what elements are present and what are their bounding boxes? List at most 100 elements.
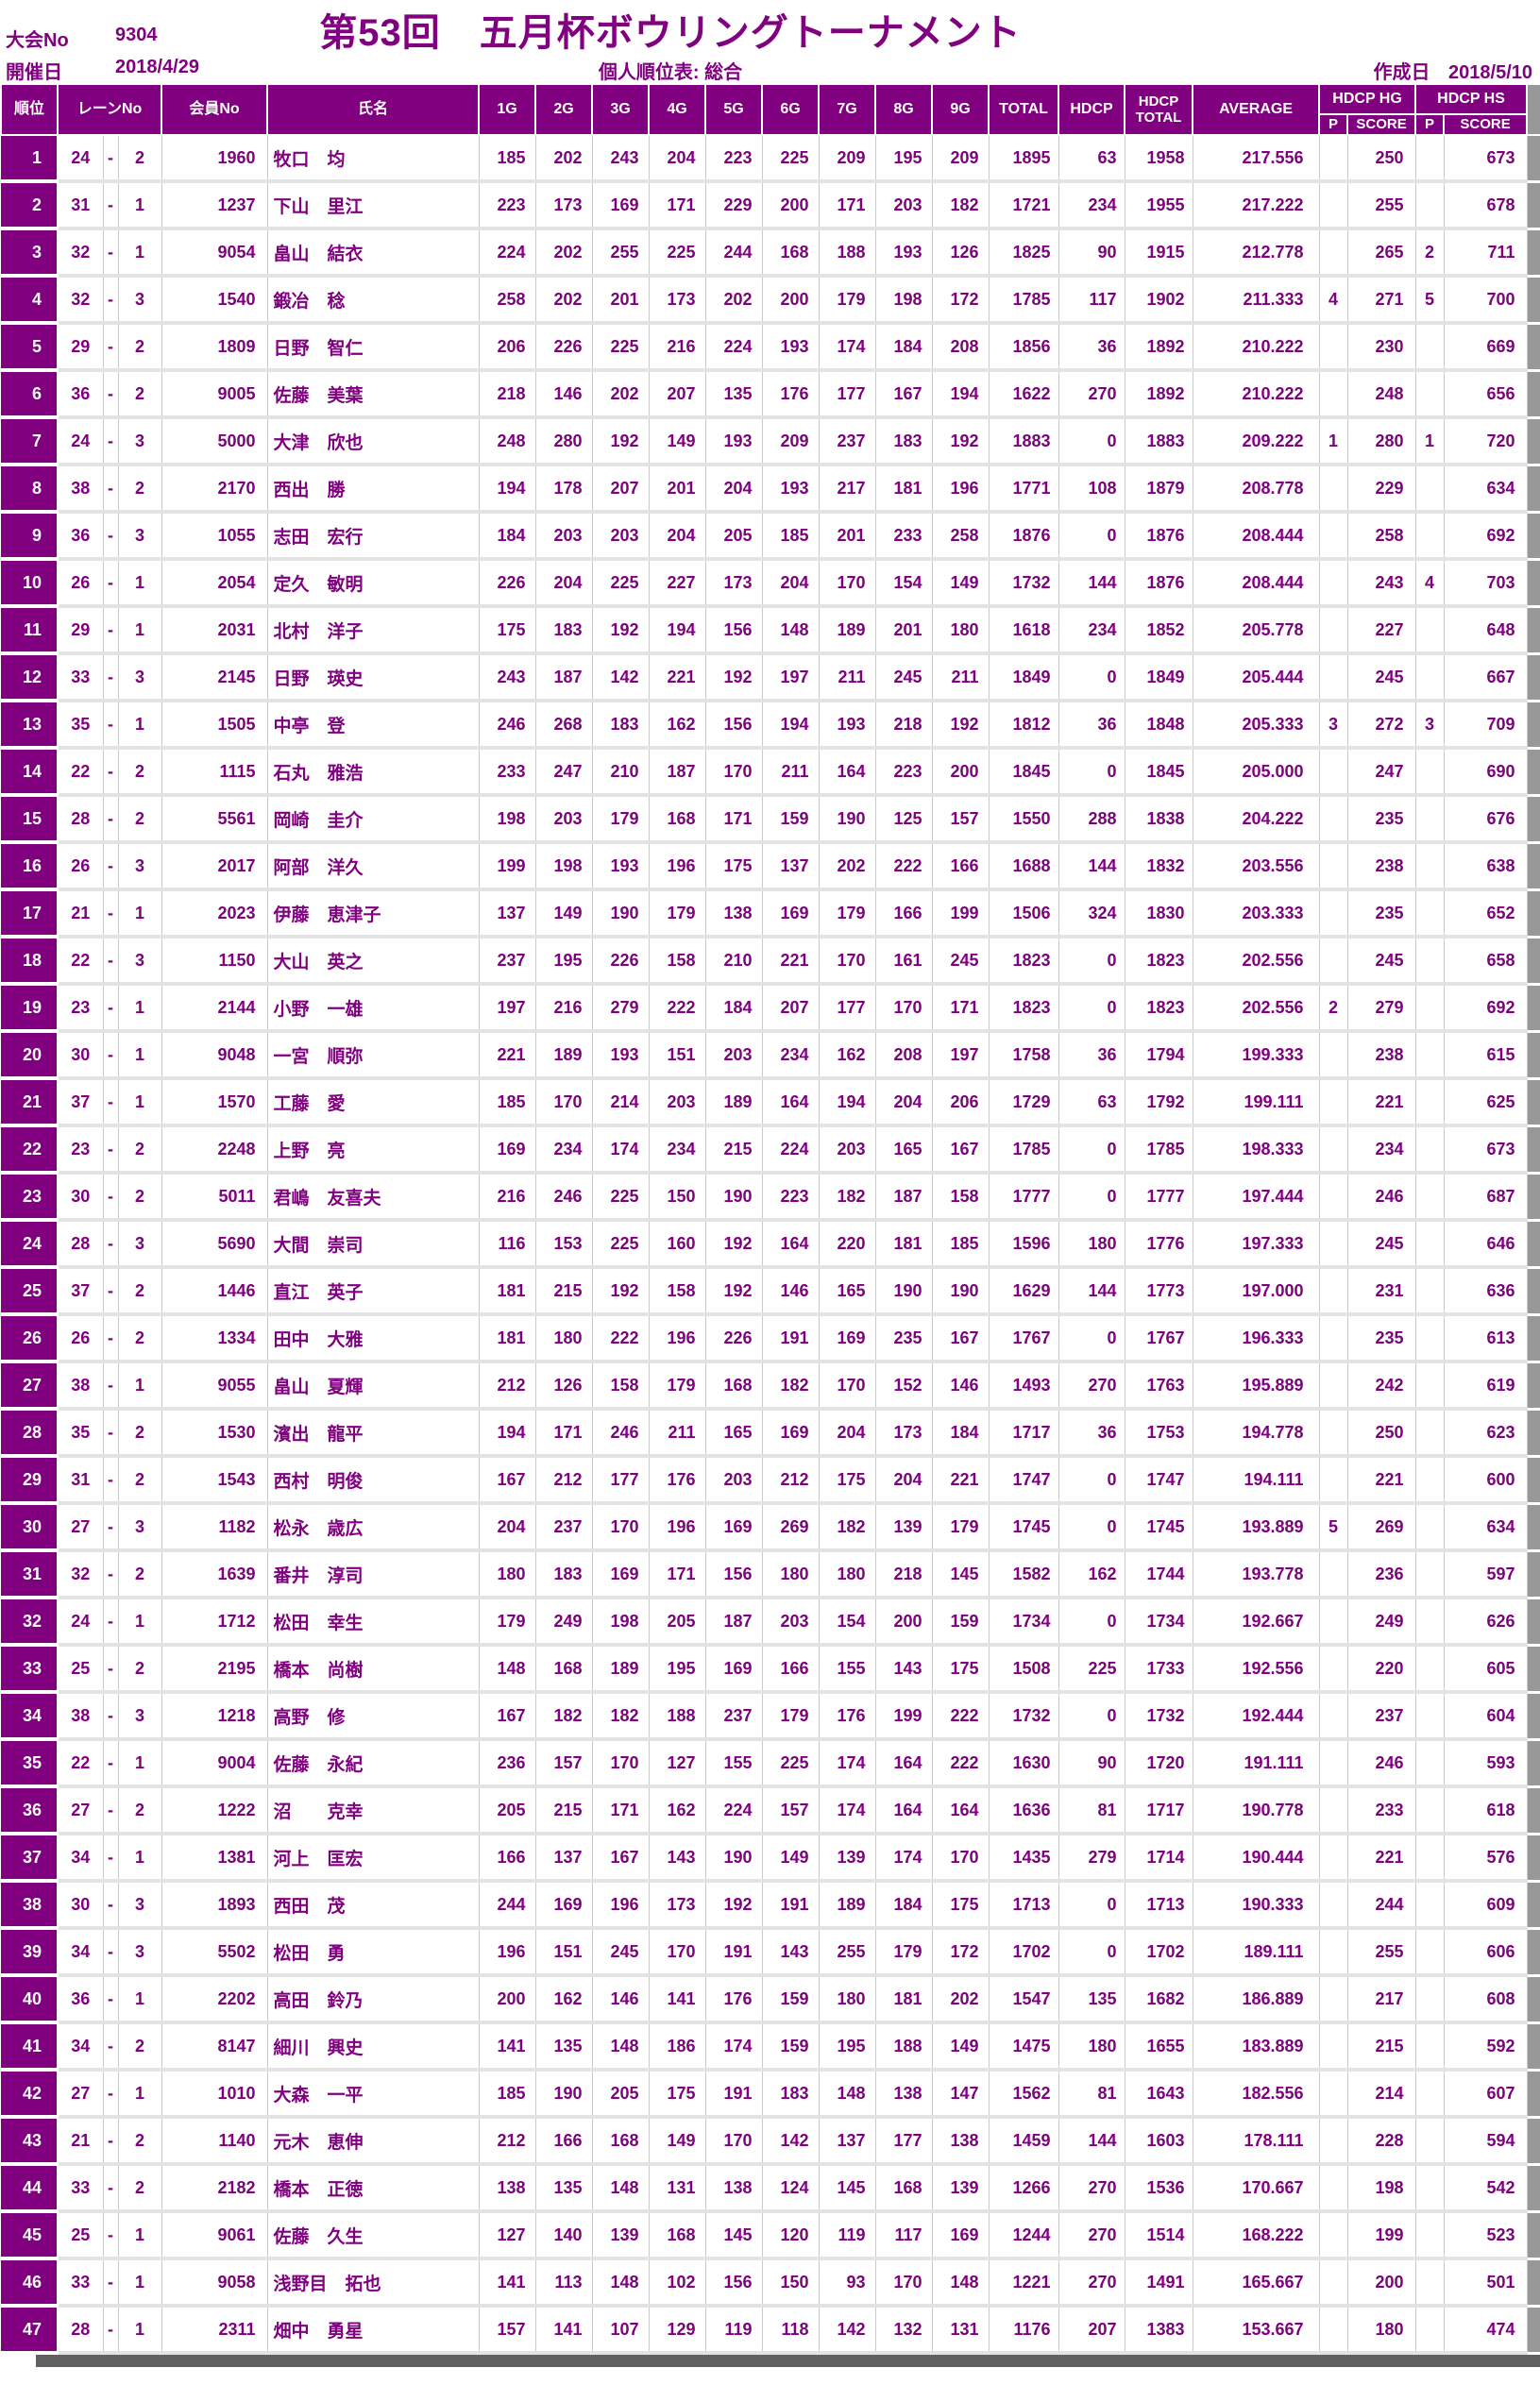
vertical-scrollbar-segment[interactable] xyxy=(1526,1362,1540,1411)
average-cell: 192.667 xyxy=(1193,1598,1320,1647)
vertical-scrollbar-segment[interactable] xyxy=(1526,2164,1540,2213)
vertical-scrollbar-segment[interactable] xyxy=(1526,1220,1540,1269)
game4-score-cell: 150 xyxy=(649,1173,706,1222)
game8-score-cell: 245 xyxy=(875,653,933,702)
game4-score-cell: 149 xyxy=(649,2117,706,2166)
game2-score-cell: 162 xyxy=(535,1975,593,2024)
hdcp-hs-p-cell: 2 xyxy=(1415,228,1445,278)
hdcp-hg-score-cell: 217 xyxy=(1347,1975,1416,2024)
vertical-scrollbar-segment[interactable] xyxy=(1526,1125,1540,1175)
vertical-scrollbar-segment[interactable] xyxy=(1526,512,1540,561)
game3-score-cell: 203 xyxy=(592,512,650,561)
vertical-scrollbar-segment[interactable] xyxy=(1526,2211,1540,2260)
game7-score-cell: 179 xyxy=(819,276,876,325)
game7-score-cell: 148 xyxy=(819,2070,876,2119)
hdcp-hs-p-cell xyxy=(1415,512,1445,561)
vertical-scrollbar-segment[interactable] xyxy=(1526,795,1540,844)
hdcp-cell: 0 xyxy=(1058,1125,1125,1175)
game5-score-cell: 184 xyxy=(705,984,763,1033)
vertical-scrollbar-segment[interactable] xyxy=(1526,1881,1540,1930)
vertical-scrollbar-segment[interactable] xyxy=(1526,748,1540,797)
vertical-scrollbar-segment[interactable] xyxy=(1526,1173,1540,1222)
vertical-scrollbar-segment[interactable] xyxy=(1526,653,1540,702)
vertical-scrollbar-segment[interactable] xyxy=(1526,1078,1540,1127)
hdcp-hg-score-cell: 180 xyxy=(1347,2306,1416,2355)
vertical-scrollbar-segment[interactable] xyxy=(1526,1975,1540,2024)
vertical-scrollbar-segment[interactable] xyxy=(1526,465,1540,514)
lane-no-cell: 33 xyxy=(58,2258,104,2308)
vertical-scrollbar-segment[interactable] xyxy=(1526,1314,1540,1363)
game8-score-cell: 117 xyxy=(875,2211,933,2260)
lane-box-cell: 2 xyxy=(118,1314,162,1363)
vertical-scrollbar-segment[interactable] xyxy=(1526,606,1540,655)
vertical-scrollbar-segment[interactable] xyxy=(1526,1645,1540,1694)
vertical-scrollbar-segment[interactable] xyxy=(1526,417,1540,466)
game4-score-cell: 143 xyxy=(649,1834,706,1883)
vertical-scrollbar-segment[interactable] xyxy=(1526,1598,1540,1647)
vertical-scrollbar-segment[interactable] xyxy=(1526,701,1540,750)
game9-score-cell: 171 xyxy=(932,984,990,1033)
vertical-scrollbar-segment[interactable] xyxy=(1526,2070,1540,2119)
vertical-scrollbar-segment[interactable] xyxy=(1526,1834,1540,1883)
member-no-cell: 1150 xyxy=(161,937,268,986)
vertical-scrollbar-segment[interactable] xyxy=(1526,228,1540,278)
game1-score-cell: 137 xyxy=(479,889,536,939)
game7-score-cell: 220 xyxy=(819,1220,876,1269)
game2-score-cell: 212 xyxy=(535,1456,593,1505)
game2-score-cell: 249 xyxy=(535,1598,593,1647)
game3-score-cell: 245 xyxy=(592,1928,650,1977)
vertical-scrollbar-segment[interactable] xyxy=(1526,1786,1540,1835)
vertical-scrollbar-segment[interactable] xyxy=(1526,984,1540,1033)
vertical-scrollbar-segment[interactable] xyxy=(1526,1409,1540,1458)
player-name-cell: 松永 歳広 xyxy=(267,1503,480,1552)
vertical-scrollbar-segment[interactable] xyxy=(1526,2117,1540,2166)
vertical-scrollbar-segment[interactable] xyxy=(1526,559,1540,608)
vertical-scrollbar-segment[interactable] xyxy=(1526,1267,1540,1316)
hdcp-cell: 63 xyxy=(1058,135,1125,183)
lane-no-cell: 36 xyxy=(58,370,104,419)
vertical-scrollbar-segment[interactable] xyxy=(1526,1456,1540,1505)
game2-score-cell: 202 xyxy=(535,276,593,325)
hdcp-cell: 117 xyxy=(1058,276,1125,325)
hdcp-hg-score-cell: 235 xyxy=(1347,889,1416,939)
vertical-scrollbar-segment[interactable] xyxy=(1526,2306,1540,2355)
average-cell: 208.444 xyxy=(1193,512,1320,561)
vertical-scrollbar-segment[interactable] xyxy=(1526,2258,1540,2308)
player-name-cell: 中亭 登 xyxy=(267,701,480,750)
hdcp-hs-p-cell: 1 xyxy=(1415,417,1445,466)
hdcp-hs-p-cell xyxy=(1415,1928,1445,1977)
game5-score-cell: 119 xyxy=(705,2306,763,2355)
horizontal-scrollbar[interactable] xyxy=(36,2355,1540,2367)
lane-separator-cell: - xyxy=(103,606,119,655)
game2-score-cell: 280 xyxy=(535,417,593,466)
vertical-scrollbar-segment[interactable] xyxy=(1526,1928,1540,1977)
vertical-scrollbar-segment[interactable] xyxy=(1526,1031,1540,1080)
game8-score-cell: 177 xyxy=(875,2117,933,2166)
game5-score-cell: 224 xyxy=(705,1786,763,1835)
lane-separator-cell: - xyxy=(103,1975,119,2024)
vertical-scrollbar-segment[interactable] xyxy=(1526,135,1540,183)
game7-score-cell: 174 xyxy=(819,323,876,372)
player-name-cell: 定久 敏明 xyxy=(267,559,480,608)
game6-score-cell: 159 xyxy=(762,795,820,844)
vertical-scrollbar-segment[interactable] xyxy=(1526,1739,1540,1788)
vertical-scrollbar-segment[interactable] xyxy=(1526,889,1540,939)
rank-cell: 46 xyxy=(1,2258,59,2308)
vertical-scrollbar-segment[interactable] xyxy=(1526,842,1540,891)
player-name-cell: 畠山 結衣 xyxy=(267,228,480,278)
vertical-scrollbar-segment[interactable] xyxy=(1526,323,1540,372)
vertical-scrollbar-segment[interactable] xyxy=(1526,370,1540,419)
game5-score-cell: 223 xyxy=(705,135,763,183)
vertical-scrollbar-segment[interactable] xyxy=(1526,1692,1540,1741)
vertical-scrollbar-segment[interactable] xyxy=(1526,181,1540,230)
game7-score-cell: 142 xyxy=(819,2306,876,2355)
vertical-scrollbar-segment[interactable] xyxy=(1526,1550,1540,1599)
vertical-scrollbar-segment[interactable] xyxy=(1526,276,1540,325)
vertical-scrollbar-segment[interactable] xyxy=(1526,937,1540,986)
member-no-cell: 1639 xyxy=(161,1550,268,1599)
vertical-scrollbar-header-segment[interactable] xyxy=(1526,83,1540,136)
vertical-scrollbar-segment[interactable] xyxy=(1526,1503,1540,1552)
game1-score-cell: 233 xyxy=(479,748,536,797)
hdcp-cell: 270 xyxy=(1058,2211,1125,2260)
vertical-scrollbar-segment[interactable] xyxy=(1526,2022,1540,2072)
